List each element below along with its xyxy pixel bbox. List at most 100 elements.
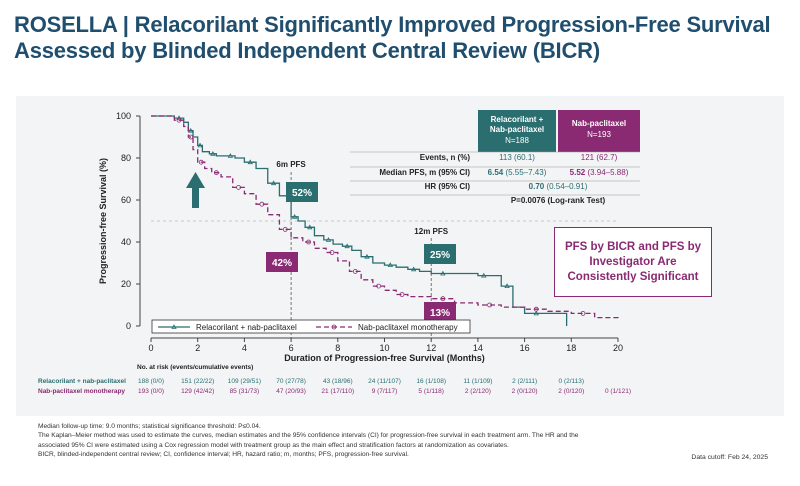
censor-marker xyxy=(481,272,487,278)
footnote-line: Median follow-up time: 9.0 months; stati… xyxy=(38,423,261,430)
median-nab-point: 5.52 xyxy=(570,168,586,177)
up-arrow-icon xyxy=(186,172,205,208)
censor-marker xyxy=(325,237,332,242)
x-tick-label: 0 xyxy=(148,343,153,353)
footnote-line: The Kaplan–Meier method was used to esti… xyxy=(38,432,579,440)
censor-marker xyxy=(259,201,265,207)
x-axis-label: Duration of Progression-free Survival (M… xyxy=(284,353,485,363)
x-tick-label: 16 xyxy=(520,343,530,353)
footnote: Median follow-up time: 9.0 months; stati… xyxy=(38,422,678,460)
censor-marker xyxy=(504,283,510,288)
table-median-nab: 5.52 (3.94–5.88) xyxy=(570,168,629,177)
table-median-rela: 6.54 (5.55–7.43) xyxy=(488,168,547,177)
table-events-nab: 121 (62.7) xyxy=(581,153,618,162)
censor-marker xyxy=(210,150,216,156)
table-col2-header: Nab-paclitaxel xyxy=(572,119,626,128)
risk-cell: 188 (0/0) xyxy=(137,378,165,385)
title-line-2: Assessed by Blinded Independent Central … xyxy=(14,38,600,63)
chart-axes: 0 20 40 60 80 100 0 2 4 6 8 10 12 14 16 18 20 Duration of… xyxy=(98,111,623,363)
censor-marker xyxy=(487,302,492,308)
y-tick-label: 20 xyxy=(121,279,131,289)
censor-marker xyxy=(440,270,446,276)
hr-ci: (0.54–0.91) xyxy=(544,182,587,191)
risk-cell: 2 (2/111) xyxy=(512,378,538,385)
censor-marker xyxy=(176,117,182,123)
censor-marker xyxy=(329,250,335,255)
x-tick-label: 10 xyxy=(379,343,389,353)
table-events-rela: 113 (60.1) xyxy=(499,153,535,162)
median-nab-ci: (3.94–5.88) xyxy=(585,168,628,177)
pfs6-label: 6m PFS xyxy=(276,160,306,169)
risk-cell: 129 (42/42) xyxy=(181,388,215,395)
x-tick-label: 8 xyxy=(335,343,340,353)
censor-marker xyxy=(188,134,194,140)
y-tick-label: 100 xyxy=(116,111,131,121)
table-pvalue: P=0.0076 (Log-rank Test) xyxy=(511,196,606,205)
pfs12-relacorilant-badge: 25% xyxy=(430,250,450,261)
censor-marker xyxy=(344,243,350,249)
table-hr-value: 0.70 (0.54–0.91) xyxy=(529,182,588,191)
censor-marker xyxy=(399,292,405,297)
censor-marker xyxy=(270,180,277,186)
median-rela-ci: (5.55–7.43) xyxy=(503,168,546,177)
y-tick-label: 80 xyxy=(121,153,131,163)
censor-marker xyxy=(533,306,539,312)
risk-cell: 24 (11/107) xyxy=(368,378,401,385)
relacorilant-curve xyxy=(151,115,568,326)
footnote-line: BICR, blinded-independent central review… xyxy=(38,451,409,459)
footnote-line: associated 95% CI were estimated using a… xyxy=(38,441,509,449)
hr-point: 0.70 xyxy=(529,182,545,191)
x-tick-label: 4 xyxy=(242,343,247,353)
table-col1-header-line2: Nab-paclitaxel xyxy=(490,125,544,134)
table-col1-header-line1: Relacorilant + xyxy=(491,115,544,124)
x-tick-label: 18 xyxy=(566,343,576,353)
legend-marker-nab xyxy=(331,324,337,330)
censor-marker xyxy=(364,253,370,259)
callout-box: PFS by BICR and PFS by Investigator Are … xyxy=(554,227,712,297)
stats-table: Relacorilant +Nab-paclitaxelN=188Nab-pac… xyxy=(350,110,640,205)
censor-marker xyxy=(213,170,219,176)
pfs6-nab-badge: 42% xyxy=(272,258,292,269)
x-tick-label: 6 xyxy=(289,343,294,353)
y-axis-label: Progression-free Survival (%) xyxy=(98,158,108,284)
page-title: ROSELLA | Relacorilant Significantly Imp… xyxy=(14,12,774,64)
pfs12-nab-badge: 13% xyxy=(430,308,450,319)
risk-cell: 16 (1/108) xyxy=(416,378,447,385)
risk-cell: 21 (17/110) xyxy=(321,388,355,395)
median-rela-point: 6.54 xyxy=(488,168,504,177)
censor-marker xyxy=(376,283,382,289)
chart-legend: Relacorilant + nab-paclitaxel Nab-paclita… xyxy=(151,319,471,334)
x-tick-label: 12 xyxy=(426,343,436,353)
legend-label-relacorilant: Relacorilant + nab-paclitaxel xyxy=(196,323,297,332)
censor-marker xyxy=(410,266,417,272)
censor-marker xyxy=(440,296,446,302)
censor-marker xyxy=(306,239,312,245)
censor-marker xyxy=(236,184,241,190)
table-row-label: HR (95% CI) xyxy=(425,182,471,191)
risk-table-header: No. at risk (events/cumulative events) xyxy=(137,364,254,371)
risk-cell: 2 (0/120) xyxy=(558,388,585,395)
table-col1-header-bg xyxy=(478,110,556,152)
data-cutoff: Data cutoff: Feb 24, 2025 xyxy=(691,454,768,461)
legend-label-nab: Nab-paclitaxel monotherapy xyxy=(358,323,458,332)
pfs6-relacorilant-badge: 52% xyxy=(292,188,312,199)
risk-row-label: Relacorilant + nab-paclitaxel xyxy=(38,378,126,385)
risk-cell: 43 (18/96) xyxy=(322,378,353,385)
y-tick-label: 40 xyxy=(121,237,131,247)
censor-marker xyxy=(282,226,288,232)
risk-cell: 0 (1/121) xyxy=(604,388,632,395)
chart-annotations: 6m PFS 12m PFS 52% 42% 25% 13% xyxy=(266,160,456,338)
nab-paclitaxel-curve xyxy=(151,115,619,320)
x-tick-label: 14 xyxy=(473,343,483,353)
censor-marker xyxy=(352,268,358,274)
table-row-label: Median PFS, m (95% CI) xyxy=(379,168,470,177)
censor-marker xyxy=(387,262,394,267)
pfs6-nab-badge-bg xyxy=(266,252,298,272)
censor-marker xyxy=(247,159,253,165)
x-tick-label: 20 xyxy=(613,343,623,353)
title-line-1: ROSELLA | Relacorilant Significantly Imp… xyxy=(14,12,771,37)
y-tick-label: 60 xyxy=(121,195,131,205)
censor-marker xyxy=(291,213,298,219)
risk-cell: 151 (22/22) xyxy=(181,378,215,385)
